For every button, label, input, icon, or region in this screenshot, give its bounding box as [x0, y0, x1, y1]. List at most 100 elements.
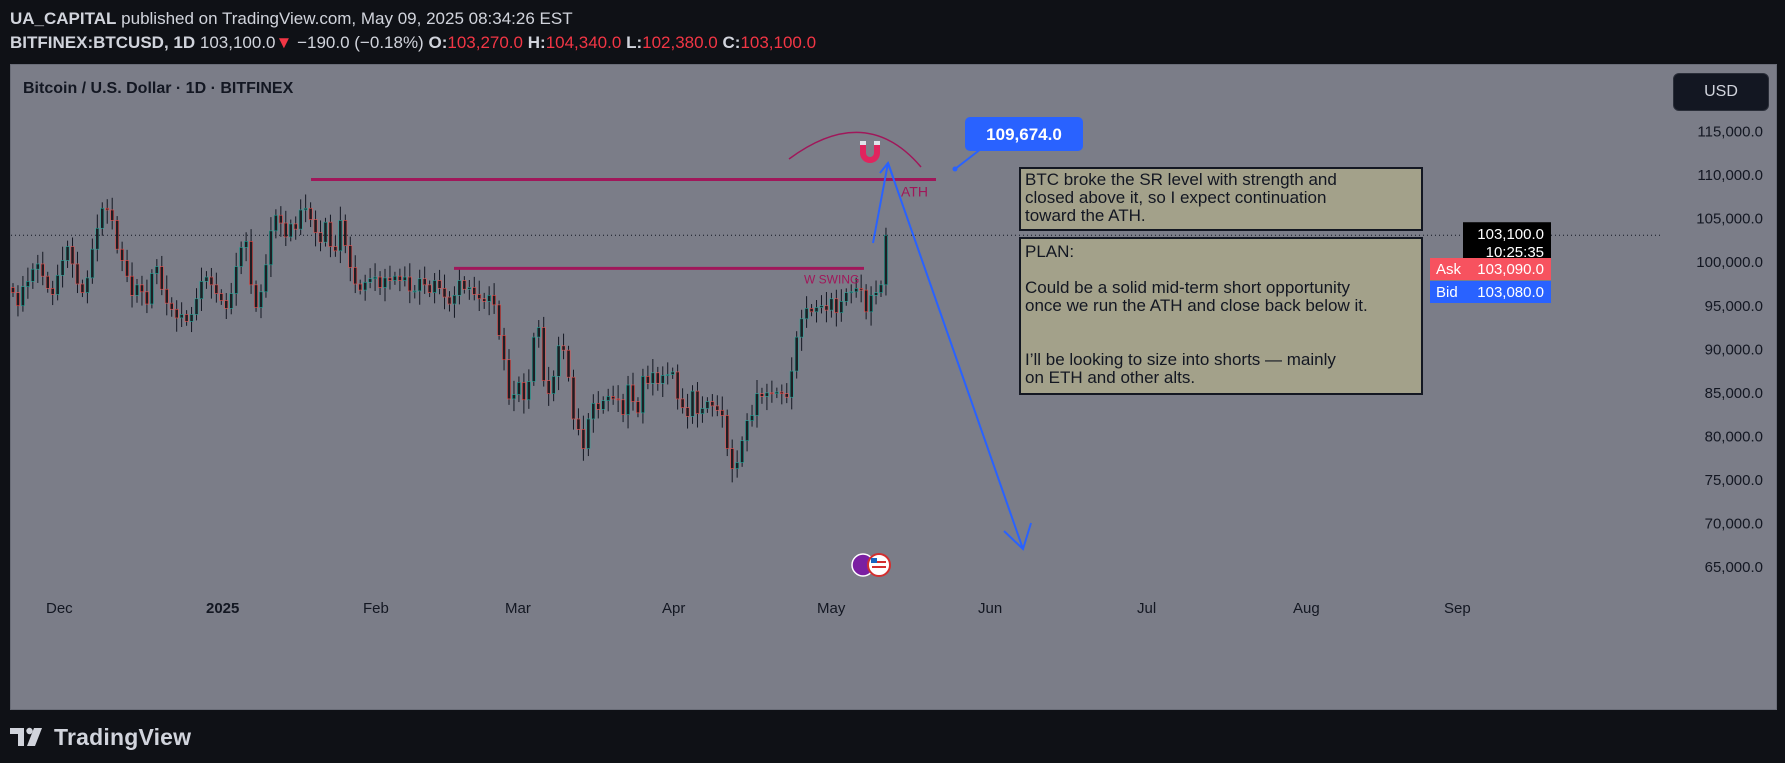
candle	[755, 379, 759, 428]
candle	[685, 393, 690, 429]
candle-body-up	[25, 281, 30, 287]
ath-arc	[788, 131, 922, 168]
candle-body-up	[229, 293, 234, 309]
candle-body-down	[437, 280, 442, 289]
candle-body-down	[655, 372, 660, 384]
flag-stripe	[872, 561, 886, 563]
author-name[interactable]: UA_CAPITAL	[10, 9, 117, 28]
candle-body-up	[288, 223, 293, 238]
candle-body-up	[383, 277, 387, 288]
candle	[229, 282, 234, 315]
w-swing-label: W SWING	[804, 272, 859, 286]
open-label: O:	[428, 33, 448, 52]
flag-stripe	[872, 566, 886, 568]
candle-body-up	[650, 372, 655, 384]
candle	[675, 364, 680, 410]
candle-body-down	[164, 288, 169, 304]
candle	[591, 394, 596, 433]
candle-body-down	[864, 289, 869, 313]
candle	[427, 280, 432, 298]
candle-body-down	[784, 393, 789, 398]
candle-body-up	[35, 263, 40, 270]
candle	[437, 269, 442, 295]
currency-button[interactable]: USD	[1673, 73, 1769, 111]
price-chart[interactable]: Bitcoin / U.S. Dollar · 1D · BITFINEX AT…	[11, 65, 1776, 709]
candle-body-up	[264, 264, 268, 293]
candle	[283, 210, 288, 247]
candle	[130, 262, 134, 308]
candle	[65, 240, 70, 268]
candle-body-down	[482, 298, 487, 302]
candle	[234, 252, 239, 306]
candle-body-down	[715, 405, 720, 411]
candle-body-down	[779, 391, 784, 395]
candle	[452, 286, 457, 318]
time-axis[interactable]	[11, 665, 1776, 709]
candle-body-down	[75, 263, 80, 285]
candle	[219, 289, 224, 305]
candle	[388, 265, 392, 290]
tradingview-logo-icon[interactable]	[10, 726, 46, 748]
candle	[328, 214, 333, 258]
candle	[30, 263, 35, 289]
y-tick-label: 85,000.0	[1705, 385, 1763, 402]
candle	[606, 388, 611, 412]
candle-body-up	[452, 295, 457, 305]
candle	[517, 376, 521, 403]
candle-body-down	[720, 409, 725, 416]
candle-body-down	[695, 390, 700, 415]
candle-body-down	[645, 375, 650, 384]
candle-body-down	[249, 241, 253, 286]
candle-body-down	[343, 220, 348, 246]
candle-body-down	[502, 335, 506, 361]
y-tick-label: 110,000.0	[1697, 167, 1763, 184]
note-2-body-2: I’ll be looking to size into shorts — ma…	[1025, 350, 1336, 387]
candle-body-down	[125, 260, 129, 277]
candle-body-up	[487, 295, 492, 302]
symbol-info-line: BITFINEX:BTCUSD, 1D 103,100.0▼ −190.0 (−…	[10, 33, 817, 52]
candle	[665, 362, 670, 385]
ask-value: 103,090.0	[1477, 261, 1544, 278]
candle-body-down	[576, 418, 581, 430]
tradingview-brand[interactable]: TradingView	[54, 723, 192, 750]
candle-body-up	[591, 402, 596, 420]
candle-body-up	[690, 390, 695, 417]
candle-body-down	[50, 288, 55, 295]
candle	[368, 268, 373, 289]
candle	[631, 372, 635, 411]
candle-body-down	[16, 292, 20, 307]
y-tick-label: 70,000.0	[1705, 515, 1763, 532]
candle-body-down	[224, 300, 229, 309]
candle	[308, 202, 313, 228]
x-tick-label: Feb	[363, 600, 389, 617]
candle	[338, 206, 343, 264]
candle-body-down	[611, 396, 616, 400]
candle-body-down	[388, 277, 392, 281]
candle-body-down	[769, 392, 774, 395]
candle	[740, 436, 745, 467]
candle-body-up	[60, 260, 65, 276]
candle-body-up	[90, 248, 95, 279]
candle	[239, 241, 244, 275]
bid-badge	[1430, 281, 1551, 303]
candle	[11, 283, 15, 298]
candle	[730, 439, 735, 483]
candle	[879, 280, 883, 298]
candle-body-up	[844, 292, 849, 302]
price-axis[interactable]	[1661, 65, 1776, 709]
candle-body-up	[750, 415, 754, 422]
candle	[546, 366, 551, 406]
candle	[412, 285, 417, 299]
candle	[343, 214, 348, 254]
candle	[497, 300, 501, 340]
candle-body-down	[313, 219, 318, 233]
candle	[278, 206, 283, 237]
candle-body-down	[219, 293, 224, 301]
chart-frame[interactable]: Bitcoin / U.S. Dollar · 1D · BITFINEX AT…	[10, 64, 1777, 710]
candle	[794, 331, 799, 379]
candle-body-up	[30, 268, 35, 282]
candle	[462, 276, 467, 294]
candle	[869, 286, 873, 326]
candle-body-up	[804, 308, 809, 320]
interval-label: 1D	[173, 33, 196, 52]
